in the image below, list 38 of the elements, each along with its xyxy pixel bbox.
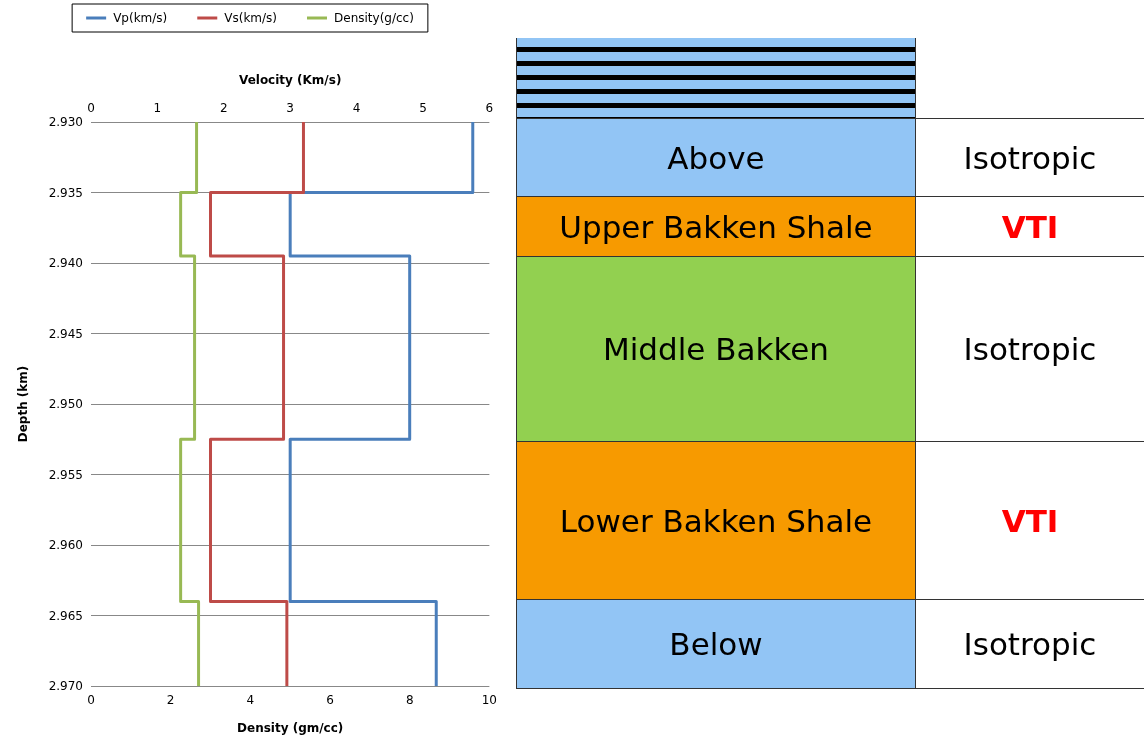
text: Isotropic bbox=[962, 138, 1098, 178]
text: Lower Bakken Shale bbox=[516, 442, 916, 599]
text: Below bbox=[516, 600, 916, 688]
text: Upper Bakken Shale bbox=[516, 197, 916, 256]
x2-tick-label: 0 bbox=[87, 101, 95, 115]
legend-label: Vs(km/s) bbox=[224, 11, 278, 25]
x2-tick-label: 1 bbox=[153, 101, 162, 115]
y-tick-label: 2.950 bbox=[48, 397, 83, 411]
y-tick-label: 2.955 bbox=[48, 467, 83, 482]
text: VTI bbox=[1000, 207, 1060, 247]
legend-label: Density(g/cc) bbox=[334, 11, 414, 25]
x-tick-label: 8 bbox=[405, 693, 414, 707]
text: Isotropic bbox=[962, 625, 1098, 664]
text: Isotropic bbox=[962, 330, 1098, 369]
text: Middle Bakken bbox=[516, 257, 916, 441]
x-tick-label: 6 bbox=[326, 693, 334, 707]
y-tick-label: 2.935 bbox=[48, 185, 83, 200]
x2-tick-label: 4 bbox=[352, 101, 361, 115]
x-axis-title: Density (gm/cc) bbox=[237, 721, 344, 735]
x-tick-label: 10 bbox=[481, 693, 498, 707]
y-tick-label: 2.965 bbox=[48, 608, 83, 623]
x2-tick-label: 6 bbox=[485, 101, 494, 115]
x2-tick-label: 2 bbox=[219, 101, 228, 115]
text: Above bbox=[516, 119, 916, 196]
y-axis-title: Depth (km) bbox=[16, 365, 30, 443]
legend-label: Vp(km/s) bbox=[113, 11, 168, 25]
x2-tick-label: 3 bbox=[286, 101, 294, 115]
x2-axis-title: Velocity (Km/s) bbox=[238, 73, 342, 87]
y-tick-label: 2.930 bbox=[48, 115, 83, 129]
x-tick-label: 4 bbox=[246, 693, 255, 707]
x2-tick-label: 5 bbox=[419, 101, 427, 115]
x-tick-label: 2 bbox=[166, 693, 175, 707]
y-tick-label: 2.940 bbox=[48, 256, 83, 270]
y-tick-label: 2.945 bbox=[48, 326, 83, 341]
y-tick-label: 2.970 bbox=[48, 679, 83, 693]
x-tick-label: 0 bbox=[87, 693, 95, 707]
y-tick-label: 2.960 bbox=[48, 538, 83, 552]
text: VTI bbox=[1000, 501, 1060, 541]
